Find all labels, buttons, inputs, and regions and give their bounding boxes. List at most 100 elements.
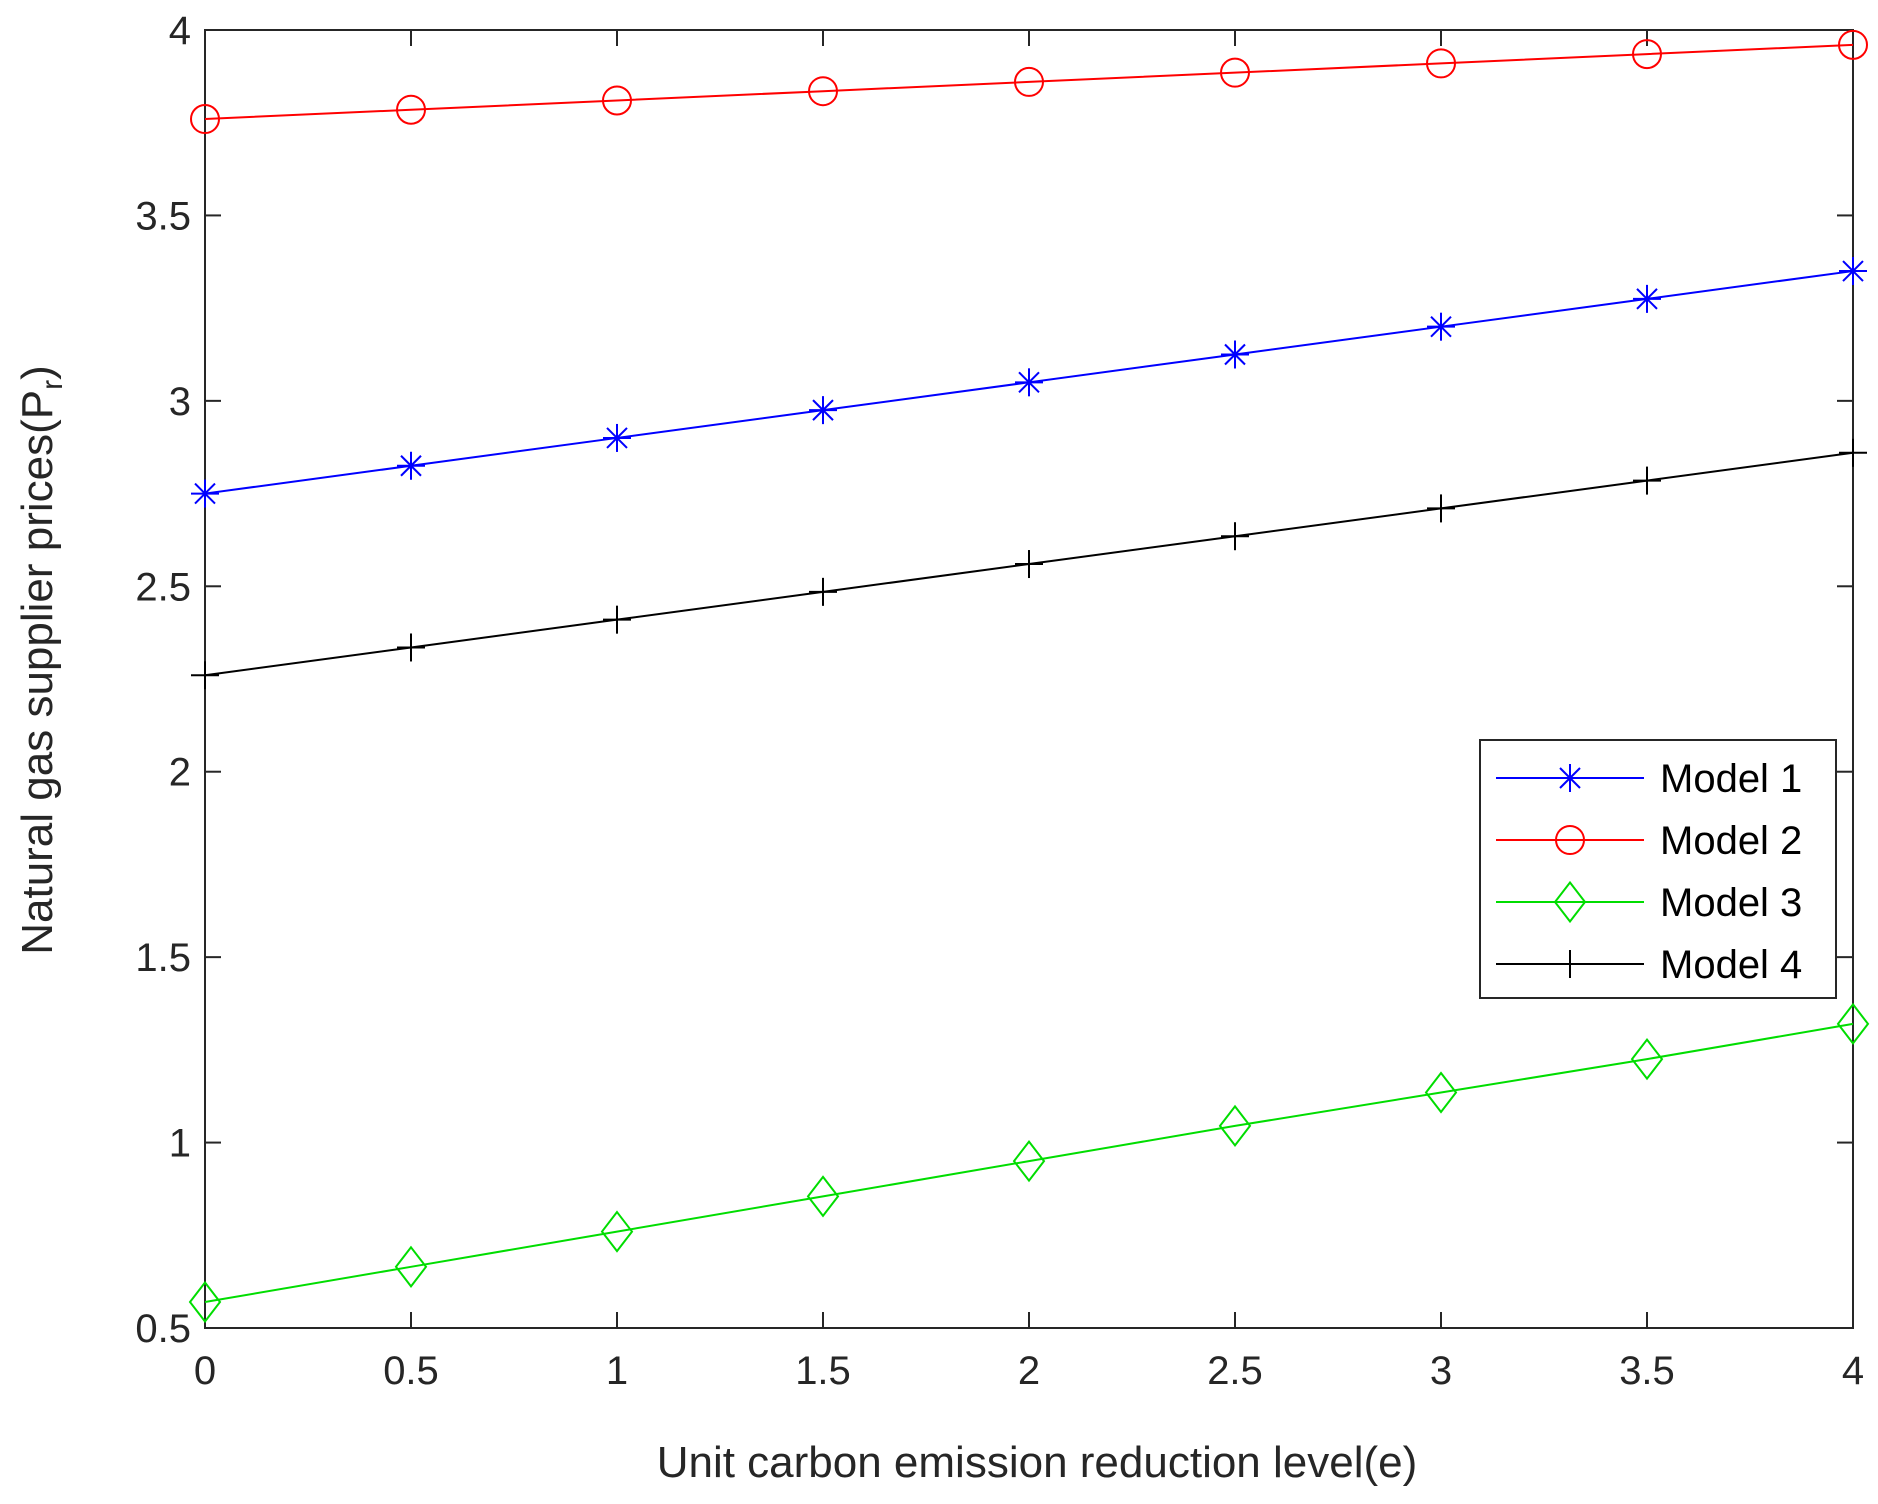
x-tick-label: 2 bbox=[1018, 1349, 1040, 1393]
data-point bbox=[1633, 466, 1661, 495]
legend: Model 1 Model 2 Model 3 Model 4 bbox=[1479, 739, 1837, 999]
data-point bbox=[1839, 257, 1867, 286]
x-tick-label: 0 bbox=[194, 1349, 216, 1393]
marker-asterisk-d2 bbox=[1559, 767, 1581, 789]
data-point bbox=[809, 396, 837, 425]
y-tick-label: 3.5 bbox=[135, 194, 191, 238]
series-2 bbox=[190, 29, 1868, 135]
marker-asterisk-d2 bbox=[194, 482, 216, 505]
legend-label: Model 1 bbox=[1660, 757, 1802, 801]
marker-asterisk-d2 bbox=[606, 427, 628, 449]
y-axis: 0.5 1 1.5 2 2.5 3 3.5 4 bbox=[135, 9, 1853, 1351]
data-point bbox=[809, 577, 837, 606]
x-tick-label: 1 bbox=[606, 1349, 628, 1393]
marker-asterisk-d2 bbox=[1636, 288, 1658, 310]
y-axis-label-close: ) bbox=[13, 365, 62, 380]
series-layer bbox=[188, 29, 1870, 1324]
legend-item: Model 4 bbox=[1496, 943, 1802, 987]
data-point bbox=[1218, 1104, 1252, 1148]
y-axis-label-subscript: r bbox=[36, 380, 69, 390]
marker-asterisk-d2 bbox=[1842, 260, 1864, 282]
marker-diamond bbox=[1553, 880, 1587, 924]
x-axis: 0 0.5 1 1.5 2 2.5 3 3.5 4 bbox=[194, 30, 1864, 1393]
data-point bbox=[1632, 39, 1662, 70]
y-tick-label: 1 bbox=[169, 1122, 191, 1166]
data-point bbox=[397, 633, 425, 662]
data-point bbox=[603, 605, 631, 634]
legend-marker bbox=[1556, 950, 1584, 978]
marker-diamond bbox=[394, 1245, 428, 1288]
x-tick-label: 0.5 bbox=[383, 1349, 439, 1393]
marker-asterisk-d2 bbox=[1224, 343, 1246, 366]
data-point bbox=[1630, 1037, 1664, 1081]
marker-diamond bbox=[600, 1210, 634, 1253]
legend-item: Model 1 bbox=[1496, 757, 1802, 801]
marker-circle bbox=[602, 85, 632, 116]
data-point bbox=[1012, 1139, 1046, 1183]
legend-marker bbox=[1556, 764, 1584, 792]
marker-asterisk-d2 bbox=[812, 399, 834, 421]
series-line bbox=[204, 43, 1854, 121]
x-tick-label: 1.5 bbox=[795, 1349, 851, 1393]
series-4 bbox=[191, 438, 1867, 690]
legend-box bbox=[1479, 739, 1837, 999]
y-tick-label: 4 bbox=[169, 9, 191, 53]
legend-label: Model 2 bbox=[1660, 819, 1802, 863]
y-tick-label: 0.5 bbox=[135, 1307, 191, 1351]
legend-marker bbox=[1553, 880, 1587, 924]
data-point bbox=[190, 104, 220, 135]
data-point bbox=[1427, 494, 1455, 523]
data-point bbox=[1633, 284, 1661, 313]
y-axis-label: Natural gas supplier prices(Pr) bbox=[13, 365, 69, 955]
series-line bbox=[204, 1022, 1854, 1304]
marker-diamond bbox=[188, 1280, 222, 1324]
y-tick-label: 2 bbox=[169, 751, 191, 795]
marker-asterisk-d2 bbox=[400, 455, 422, 477]
marker-circle bbox=[1838, 29, 1868, 60]
data-point bbox=[1220, 57, 1250, 88]
legend-label: Model 3 bbox=[1660, 881, 1802, 925]
data-point bbox=[191, 661, 219, 690]
data-point bbox=[1838, 29, 1868, 60]
marker-circle bbox=[1632, 39, 1662, 70]
data-point bbox=[1426, 48, 1456, 79]
marker-diamond bbox=[1836, 1002, 1870, 1046]
x-tick-label: 3 bbox=[1430, 1349, 1452, 1393]
y-tick-label: 2.5 bbox=[135, 565, 191, 609]
data-point bbox=[603, 423, 631, 452]
data-point bbox=[1221, 522, 1249, 551]
x-tick-label: 2.5 bbox=[1207, 1349, 1263, 1393]
legend-marker bbox=[1555, 825, 1585, 855]
x-tick-label: 3.5 bbox=[1619, 1349, 1675, 1393]
data-point bbox=[600, 1210, 634, 1253]
marker-diamond bbox=[1424, 1071, 1458, 1114]
y-axis-label-main: Natural gas supplier prices(P bbox=[13, 390, 62, 955]
data-point bbox=[191, 479, 219, 508]
marker-diamond bbox=[806, 1175, 840, 1218]
data-point bbox=[1427, 312, 1455, 341]
legend-item: Model 3 bbox=[1496, 880, 1802, 925]
marker-circle bbox=[1555, 825, 1585, 855]
data-point bbox=[1015, 550, 1043, 579]
data-point bbox=[1836, 1002, 1870, 1046]
marker-circle bbox=[396, 94, 426, 125]
legend-label: Model 4 bbox=[1660, 943, 1802, 987]
data-point bbox=[808, 76, 838, 107]
x-axis-label: Unit carbon emission reduction level(e) bbox=[657, 1438, 1418, 1487]
data-point bbox=[806, 1175, 840, 1218]
marker-asterisk-d2 bbox=[1018, 371, 1040, 394]
data-point bbox=[1015, 368, 1043, 397]
x-tick-label: 4 bbox=[1842, 1349, 1864, 1393]
series-3 bbox=[188, 1002, 1870, 1324]
data-point bbox=[602, 85, 632, 116]
data-point bbox=[188, 1280, 222, 1324]
series-1 bbox=[191, 257, 1867, 508]
y-tick-label: 3 bbox=[169, 380, 191, 424]
marker-diamond bbox=[1630, 1037, 1664, 1081]
marker-circle bbox=[190, 104, 220, 135]
data-point bbox=[1221, 340, 1249, 369]
data-point bbox=[396, 94, 426, 125]
marker-circle bbox=[1220, 57, 1250, 88]
data-point bbox=[394, 1245, 428, 1288]
